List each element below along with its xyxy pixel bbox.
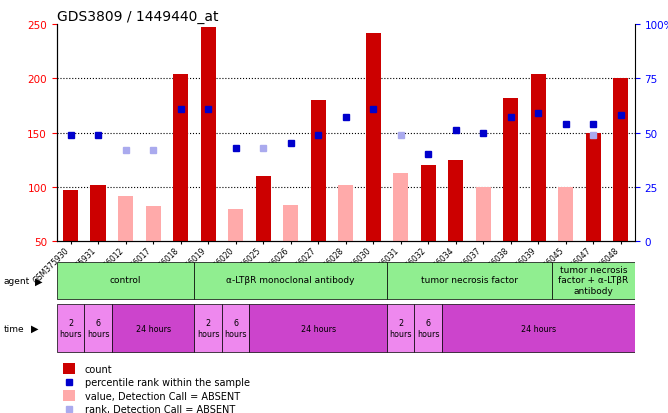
Bar: [338, 185, 353, 242]
Text: 24 hours: 24 hours: [136, 324, 170, 333]
Text: percentile rank within the sample: percentile rank within the sample: [85, 377, 250, 387]
Text: time: time: [3, 324, 24, 333]
Text: tumor necrosis
factor + α-LTβR
antibody: tumor necrosis factor + α-LTβR antibody: [558, 265, 629, 295]
Bar: [421, 166, 436, 242]
Bar: [194, 262, 387, 299]
Text: 2
hours: 2 hours: [389, 319, 412, 338]
Text: value, Detection Call = ABSENT: value, Detection Call = ABSENT: [85, 391, 240, 401]
Bar: [387, 304, 414, 352]
Bar: [112, 304, 194, 352]
Bar: [283, 206, 298, 242]
Text: rank, Detection Call = ABSENT: rank, Detection Call = ABSENT: [85, 404, 234, 413]
Bar: [249, 304, 387, 352]
Bar: [146, 207, 160, 242]
Text: count: count: [85, 364, 112, 374]
Text: ▶: ▶: [31, 323, 38, 333]
Text: ▶: ▶: [35, 276, 42, 286]
Bar: [90, 185, 106, 242]
Bar: [173, 75, 188, 242]
Text: control: control: [110, 275, 142, 285]
Text: 2
hours: 2 hours: [59, 319, 81, 338]
Bar: [57, 262, 194, 299]
Bar: [558, 188, 573, 242]
Bar: [448, 160, 464, 242]
Bar: [387, 262, 552, 299]
Text: 6
hours: 6 hours: [417, 319, 440, 338]
Bar: [531, 75, 546, 242]
Bar: [503, 98, 518, 242]
Bar: [311, 101, 326, 242]
Bar: [414, 304, 442, 352]
Bar: [222, 304, 249, 352]
Bar: [393, 173, 408, 242]
Bar: [194, 304, 222, 352]
Bar: [476, 188, 491, 242]
Text: 6
hours: 6 hours: [87, 319, 110, 338]
Bar: [365, 33, 381, 242]
Text: 24 hours: 24 hours: [301, 324, 336, 333]
Bar: [442, 304, 635, 352]
Bar: [63, 390, 75, 401]
Bar: [63, 191, 78, 242]
Bar: [57, 304, 84, 352]
Bar: [118, 196, 133, 242]
Bar: [256, 177, 271, 242]
Bar: [552, 262, 635, 299]
Bar: [586, 133, 601, 242]
Bar: [228, 209, 243, 242]
Text: 6
hours: 6 hours: [224, 319, 247, 338]
Bar: [200, 28, 216, 242]
Text: α-LTβR monoclonal antibody: α-LTβR monoclonal antibody: [226, 275, 355, 285]
Text: 2
hours: 2 hours: [197, 319, 219, 338]
Text: GDS3809 / 1449440_at: GDS3809 / 1449440_at: [57, 10, 218, 24]
Bar: [63, 363, 75, 374]
Text: agent: agent: [3, 276, 29, 285]
Bar: [84, 304, 112, 352]
Bar: [613, 79, 629, 242]
Text: tumor necrosis factor: tumor necrosis factor: [421, 275, 518, 285]
Text: 24 hours: 24 hours: [521, 324, 556, 333]
